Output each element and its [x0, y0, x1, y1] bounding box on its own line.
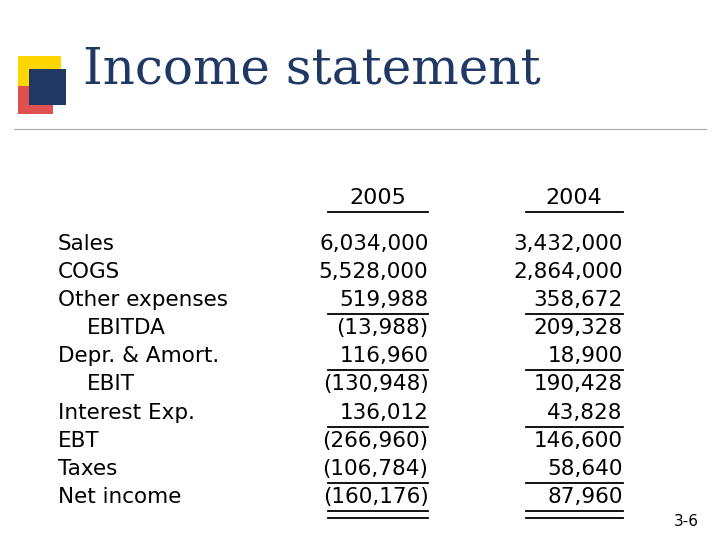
Text: 519,988: 519,988 [339, 290, 428, 310]
FancyBboxPatch shape [29, 69, 66, 105]
Text: 87,960: 87,960 [547, 487, 623, 507]
Text: 5,528,000: 5,528,000 [319, 262, 428, 282]
Text: (160,176): (160,176) [323, 487, 428, 507]
Text: 146,600: 146,600 [534, 430, 623, 451]
Text: Depr. & Amort.: Depr. & Amort. [58, 346, 219, 367]
Text: 3-6: 3-6 [673, 514, 698, 529]
Text: Income statement: Income statement [83, 45, 541, 95]
Text: 2004: 2004 [546, 188, 603, 208]
Text: EBIT: EBIT [86, 374, 135, 395]
Text: 18,900: 18,900 [547, 346, 623, 367]
Text: 43,828: 43,828 [547, 402, 623, 423]
FancyBboxPatch shape [18, 86, 53, 114]
Text: 136,012: 136,012 [340, 402, 428, 423]
Text: COGS: COGS [58, 262, 120, 282]
Text: 209,328: 209,328 [534, 318, 623, 339]
Text: 116,960: 116,960 [339, 346, 428, 367]
Text: Taxes: Taxes [58, 458, 117, 479]
Text: (266,960): (266,960) [323, 430, 428, 451]
Text: Other expenses: Other expenses [58, 290, 228, 310]
Text: Sales: Sales [58, 234, 114, 254]
Text: 2005: 2005 [350, 188, 406, 208]
FancyBboxPatch shape [18, 56, 61, 87]
Text: 6,034,000: 6,034,000 [319, 234, 428, 254]
Text: 58,640: 58,640 [547, 458, 623, 479]
Text: 3,432,000: 3,432,000 [513, 234, 623, 254]
Text: 358,672: 358,672 [534, 290, 623, 310]
Text: Interest Exp.: Interest Exp. [58, 402, 194, 423]
Text: EBITDA: EBITDA [86, 318, 166, 339]
Text: Net income: Net income [58, 487, 181, 507]
Text: (106,784): (106,784) [323, 458, 428, 479]
Text: (130,948): (130,948) [323, 374, 428, 395]
Text: (13,988): (13,988) [336, 318, 428, 339]
Text: 190,428: 190,428 [534, 374, 623, 395]
Text: 2,864,000: 2,864,000 [513, 262, 623, 282]
Text: EBT: EBT [58, 430, 99, 451]
